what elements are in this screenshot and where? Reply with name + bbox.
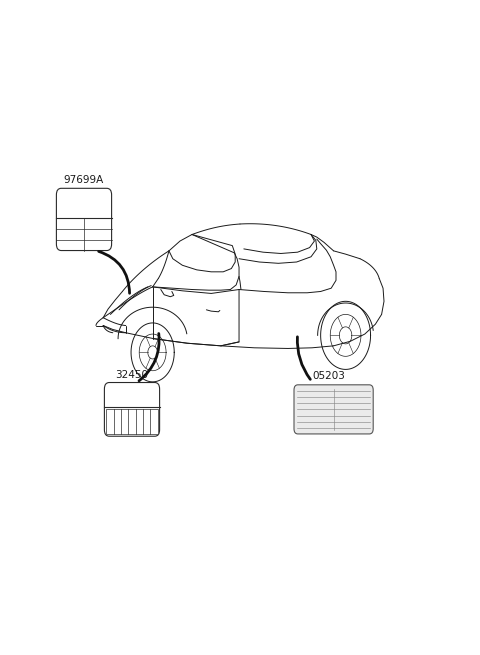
Text: 97699A: 97699A	[64, 176, 104, 185]
Text: 05203: 05203	[312, 371, 345, 381]
FancyBboxPatch shape	[105, 383, 159, 436]
Bar	[107, 409, 157, 434]
Text: 32450: 32450	[116, 370, 148, 380]
FancyBboxPatch shape	[57, 189, 111, 250]
FancyBboxPatch shape	[294, 385, 373, 434]
